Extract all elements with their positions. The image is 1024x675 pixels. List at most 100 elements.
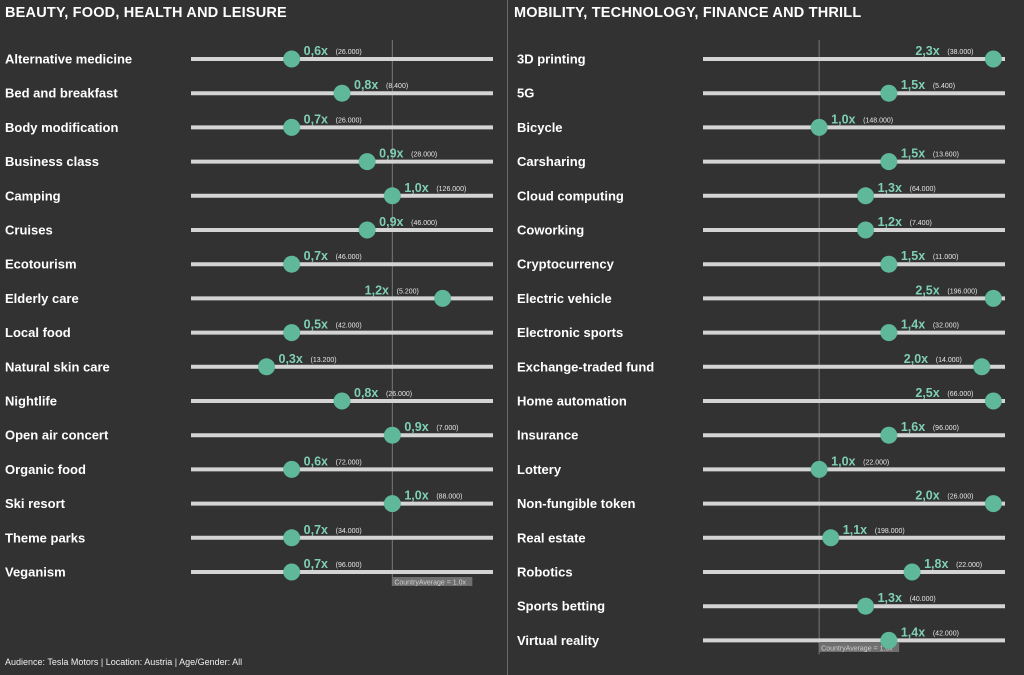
value-marker	[283, 324, 301, 342]
count-label: (8.400)	[386, 83, 408, 90]
left-panel-title: BEAUTY, FOOD, HEALTH AND LEISURE	[5, 5, 287, 21]
ratio-label: 0,7x	[304, 523, 328, 537]
value-marker	[333, 392, 351, 410]
ratio-label: 1,5x	[901, 249, 925, 263]
category-label: Coworking	[517, 223, 584, 238]
reference-label: CountryAverage = 1.0x	[821, 646, 893, 653]
left-row-8: Local food 0,5x (42.000)	[5, 318, 493, 342]
value-marker	[358, 153, 376, 171]
count-label: (13.200)	[311, 357, 337, 364]
right-row-15: Robotics 1,8x (22.000)	[517, 557, 1005, 581]
count-label: (26.000)	[947, 494, 973, 501]
count-label: (5.200)	[397, 288, 419, 295]
category-label: Alternative medicine	[5, 52, 132, 67]
category-label: Nightlife	[5, 394, 57, 409]
count-label: (14.000)	[936, 357, 962, 364]
ratio-label: 1,8x	[924, 557, 948, 571]
category-label: 3D printing	[517, 52, 586, 67]
ratio-label: 1,3x	[878, 591, 902, 605]
category-label: Electronic sports	[517, 325, 623, 340]
count-label: (196.000)	[947, 288, 977, 295]
category-label: Veganism	[5, 565, 66, 580]
category-label: Organic food	[5, 462, 86, 477]
right-row-2: Bicycle 1,0x (148.000)	[517, 112, 1005, 136]
ratio-label: 0,5x	[304, 318, 328, 332]
ratio-label: 1,4x	[901, 625, 925, 639]
reference-label-box	[392, 577, 473, 586]
ratio-label: 2,5x	[915, 283, 939, 297]
count-label: (42.000)	[933, 630, 959, 637]
value-marker	[283, 50, 301, 68]
left-row-11: Open air concert 0,9x (7.000)	[5, 420, 493, 444]
right-row-16: Sports betting 1,3x (40.000)	[517, 591, 1005, 615]
ratio-label: 1,6x	[901, 420, 925, 434]
count-label: (7.400)	[910, 220, 932, 227]
ratio-label: 1,0x	[831, 454, 855, 468]
category-label: Cryptocurrency	[517, 257, 615, 272]
category-label: Natural skin care	[5, 359, 110, 374]
value-marker	[283, 255, 301, 273]
category-label: Cruises	[5, 223, 53, 238]
left-row-13: Ski resort 1,0x (88.000)	[5, 489, 493, 513]
left-row-10: Nightlife 0,8x (26.000)	[5, 386, 493, 410]
left-row-5: Cruises 0,9x (46.000)	[5, 215, 493, 239]
count-label: (26.000)	[386, 391, 412, 398]
category-label: Virtual reality	[517, 633, 600, 648]
value-marker	[984, 495, 1002, 513]
ratio-label: 2,0x	[904, 352, 928, 366]
category-label: Elderly care	[5, 291, 79, 306]
ratio-label: 0,6x	[304, 454, 328, 468]
left-row-7: Elderly care 1,2x (5.200)	[5, 283, 493, 307]
left-row-3: Business class 0,9x (28.000)	[5, 147, 493, 171]
ratio-label: 0,7x	[304, 557, 328, 571]
panel-divider	[507, 0, 508, 675]
category-label: Insurance	[517, 428, 578, 443]
ratio-label: 1,5x	[901, 147, 925, 161]
ratio-label: 1,2x	[365, 283, 389, 297]
ratio-label: 0,7x	[304, 112, 328, 126]
value-marker	[822, 529, 840, 547]
value-marker	[880, 631, 898, 649]
count-label: (26.000)	[336, 117, 362, 124]
ratio-label: 0,6x	[304, 44, 328, 58]
category-label: Robotics	[517, 565, 573, 580]
ratio-label: 1,0x	[831, 112, 855, 126]
count-label: (34.000)	[336, 528, 362, 535]
left-row-2: Body modification 0,7x (26.000)	[5, 112, 493, 136]
value-marker	[984, 392, 1002, 410]
right-row-5: Coworking 1,2x (7.400)	[517, 215, 1005, 239]
ratio-label: 1,4x	[901, 318, 925, 332]
category-label: Exchange-traded fund	[517, 359, 654, 374]
value-marker	[880, 153, 898, 171]
value-marker	[880, 426, 898, 444]
count-label: (126.000)	[436, 186, 466, 193]
value-marker	[358, 221, 376, 239]
count-label: (13.600)	[933, 152, 959, 159]
category-label: Ecotourism	[5, 257, 77, 272]
count-label: (96.000)	[336, 562, 362, 569]
category-label: Lottery	[517, 462, 562, 477]
category-label: Carsharing	[517, 154, 586, 169]
ratio-label: 1,2x	[878, 215, 902, 229]
category-label: Local food	[5, 325, 71, 340]
value-marker	[383, 187, 401, 205]
category-label: Non-fungible token	[517, 496, 635, 511]
ratio-label: 1,1x	[843, 523, 867, 537]
right-row-12: Lottery 1,0x (22.000)	[517, 454, 1005, 478]
count-label: (64.000)	[910, 186, 936, 193]
reference-label: CountryAverage = 1.0x	[394, 580, 466, 587]
right-row-4: Cloud computing 1,3x (64.000)	[517, 181, 1005, 205]
ratio-label: 1,5x	[901, 78, 925, 92]
value-marker	[880, 324, 898, 342]
right-dot-plot: CountryAverage = 1.0x 3D printing 2,3x (38.…	[517, 40, 1005, 655]
right-row-17: Virtual reality 1,4x (42.000)	[517, 625, 1005, 649]
count-label: (46.000)	[411, 220, 437, 227]
category-label: Cloud computing	[517, 188, 624, 203]
ratio-label: 2,5x	[915, 386, 939, 400]
ratio-label: 2,0x	[915, 489, 939, 503]
right-row-13: Non-fungible token 2,0x (26.000)	[517, 489, 1005, 513]
value-marker	[283, 460, 301, 478]
count-label: (38.000)	[947, 49, 973, 56]
count-label: (46.000)	[336, 254, 362, 261]
